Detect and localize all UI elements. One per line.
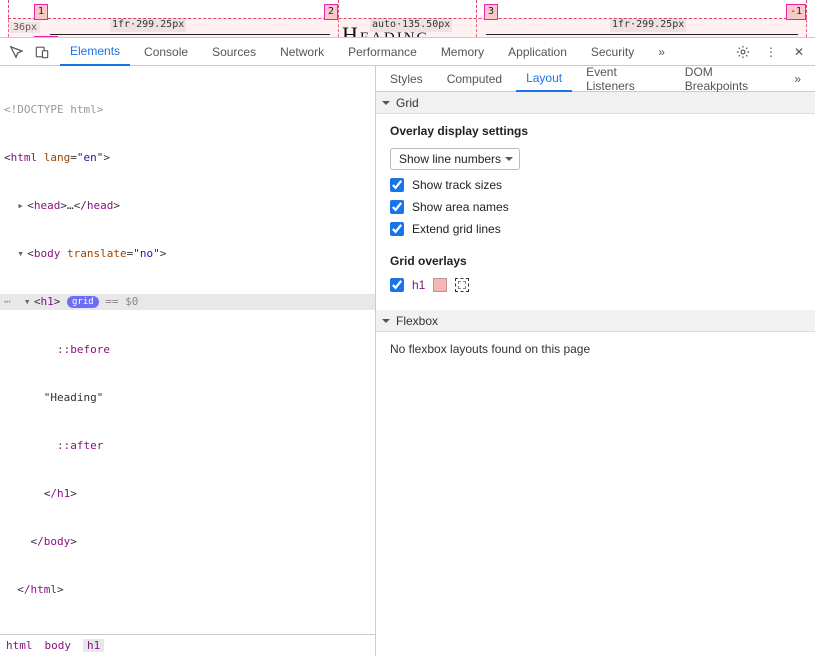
dom-head: head bbox=[34, 199, 61, 212]
dom-html: html bbox=[11, 151, 38, 164]
dom-body-attr: translate bbox=[67, 247, 127, 260]
dom-tree[interactable]: <!DOCTYPE html> <html lang="en"> ▸<head>… bbox=[0, 66, 375, 634]
styles-pane: Styles Computed Layout Event Listeners D… bbox=[376, 66, 815, 656]
dom-html-attr: lang bbox=[44, 151, 71, 164]
dom-before: ::before bbox=[57, 343, 110, 356]
track-size-col2: auto·135.50px bbox=[370, 18, 452, 32]
dom-body: body bbox=[34, 247, 61, 260]
overlay-style-swatch[interactable] bbox=[455, 278, 469, 292]
crumb-body[interactable]: body bbox=[45, 639, 72, 652]
tab-sources[interactable]: Sources bbox=[202, 38, 266, 66]
subtab-dom[interactable]: DOM Breakpoints bbox=[675, 66, 781, 92]
overlay-color-swatch[interactable] bbox=[433, 278, 447, 292]
page-preview: 36px Heading 1fr·299.25px auto·135.50px … bbox=[0, 0, 815, 37]
dom-head-close: head bbox=[87, 199, 114, 212]
dom-html-attrval: "en" bbox=[77, 151, 104, 164]
dom-body-attrval: "no" bbox=[133, 247, 160, 260]
inspect-icon[interactable] bbox=[4, 40, 28, 64]
track-size-col1: 1fr·299.25px bbox=[110, 18, 186, 32]
tab-application[interactable]: Application bbox=[498, 38, 577, 66]
cb-extend-label: Extend grid lines bbox=[412, 222, 501, 236]
cb-track-label: Show track sizes bbox=[412, 178, 502, 192]
cb-extend-lines[interactable] bbox=[390, 222, 404, 236]
heading-rule-right bbox=[486, 34, 798, 35]
line-numbers-select[interactable]: Show line numbers bbox=[390, 148, 520, 170]
tab-security[interactable]: Security bbox=[581, 38, 644, 66]
more-icon[interactable]: ⋮ bbox=[759, 40, 783, 64]
lineno-top-2: 2 bbox=[324, 4, 338, 20]
tab-overflow[interactable]: » bbox=[648, 38, 675, 66]
cb-overlay-h1[interactable] bbox=[390, 278, 404, 292]
subtab-events[interactable]: Event Listeners bbox=[576, 66, 671, 92]
line-numbers-select-label: Show line numbers bbox=[399, 152, 501, 166]
selected-ref: == $0 bbox=[99, 295, 139, 308]
tab-elements[interactable]: Elements bbox=[60, 38, 130, 66]
section-flexbox-header[interactable]: Flexbox bbox=[376, 310, 815, 332]
heading-rule-left bbox=[50, 34, 330, 35]
tab-performance[interactable]: Performance bbox=[338, 38, 427, 66]
tab-memory[interactable]: Memory bbox=[431, 38, 494, 66]
dom-after: ::after bbox=[57, 439, 103, 452]
cb-track-sizes[interactable] bbox=[390, 178, 404, 192]
device-toolbar-icon[interactable] bbox=[30, 40, 54, 64]
close-icon[interactable]: ✕ bbox=[787, 40, 811, 64]
subtab-styles[interactable]: Styles bbox=[380, 66, 433, 92]
lineno-top-4: -1 bbox=[786, 4, 806, 20]
crumb-h1[interactable]: h1 bbox=[83, 639, 104, 652]
subtab-computed[interactable]: Computed bbox=[437, 66, 512, 92]
cb-area-names[interactable] bbox=[390, 200, 404, 214]
subtab-overflow[interactable]: » bbox=[784, 66, 811, 92]
chevron-down-icon bbox=[382, 101, 390, 109]
section-grid-label: Grid bbox=[396, 96, 419, 110]
devtools-toolbar: Elements Console Sources Network Perform… bbox=[0, 38, 815, 66]
dom-body-close: /body bbox=[37, 535, 70, 548]
chevron-down-icon bbox=[382, 319, 390, 327]
dom-html-close: /html bbox=[24, 583, 57, 596]
side-tabs: Styles Computed Layout Event Listeners D… bbox=[376, 66, 815, 92]
crumb-html[interactable]: html bbox=[6, 639, 33, 652]
devtools-panel: Elements Console Sources Network Perform… bbox=[0, 37, 815, 656]
dom-doctype: <!DOCTYPE html> bbox=[4, 103, 103, 116]
main-tabs: Elements Console Sources Network Perform… bbox=[60, 38, 729, 66]
flexbox-empty-message: No flexbox layouts found on this page bbox=[376, 332, 815, 366]
dom-h1: h1 bbox=[41, 295, 54, 308]
section-flexbox-label: Flexbox bbox=[396, 314, 438, 328]
subtab-layout[interactable]: Layout bbox=[516, 66, 572, 92]
row1-right: 2 bbox=[44, 36, 58, 37]
grid-badge[interactable]: grid bbox=[67, 296, 99, 308]
lineno-top-1: 1 bbox=[34, 4, 48, 20]
track-size-col3: 1fr·299.25px bbox=[610, 18, 686, 32]
grid-section: Overlay display settings Show line numbe… bbox=[376, 114, 815, 310]
settings-icon[interactable] bbox=[731, 40, 755, 64]
overlay-item-h1-label: h1 bbox=[412, 278, 425, 292]
tab-network[interactable]: Network bbox=[270, 38, 334, 66]
breadcrumb: html body h1 bbox=[0, 634, 375, 656]
tab-console[interactable]: Console bbox=[134, 38, 198, 66]
grid-overlays-title: Grid overlays bbox=[390, 254, 801, 268]
overlay-settings-title: Overlay display settings bbox=[390, 124, 801, 138]
dom-head-ellipsis: … bbox=[67, 199, 74, 212]
dom-h1-close: /h1 bbox=[50, 487, 70, 500]
section-grid-header[interactable]: Grid bbox=[376, 92, 815, 114]
elements-pane: <!DOCTYPE html> <html lang="en"> ▸<head>… bbox=[0, 66, 376, 656]
dom-text: "Heading" bbox=[44, 391, 104, 404]
lineno-top-3: 3 bbox=[484, 4, 498, 20]
cb-area-label: Show area names bbox=[412, 200, 509, 214]
